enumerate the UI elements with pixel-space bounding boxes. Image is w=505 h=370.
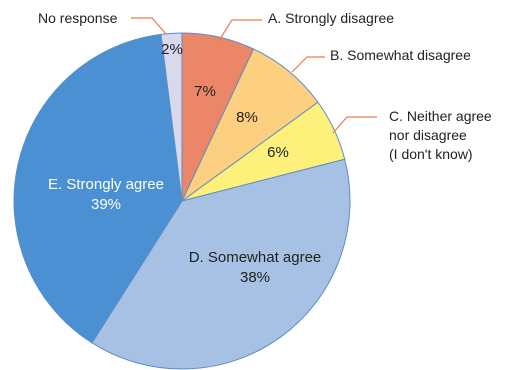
leader-line-c-neither-agree-nor-disagree-i-don-t-know: [332, 116, 377, 134]
pie-slice-no-response: [160, 32, 183, 202]
slice-label-d-somewhat-agree: D. Somewhat agree: [189, 249, 322, 266]
slice-value-a-strongly-disagree: 7%: [194, 83, 216, 100]
slice-labels: 7% A. Strongly disagree 8% B. Somewhat disa…: [38, 10, 492, 286]
leader-line-b-somewhat-disagree: [291, 56, 325, 73]
slice-label-b-somewhat-disagree: B. Somewhat disagree: [330, 47, 471, 63]
slice-value-no-response: 2%: [161, 41, 183, 58]
slice-label-no-response: No response: [38, 10, 118, 26]
slice-value-d-somewhat-agree: 38%: [240, 269, 270, 286]
leader-line-no-response: [131, 17, 167, 35]
slice-value-b-somewhat-disagree: 8%: [236, 109, 258, 126]
pie-slice-e-strongly-agree: [13, 33, 183, 344]
slice-value-e-strongly-agree: 39%: [91, 196, 121, 213]
slice-label-e-strongly-agree: E. Strongly agree: [48, 176, 164, 193]
leader-line-a-strongly-disagree: [217, 19, 262, 43]
leader-lines: [131, 17, 377, 134]
slice-value-c-neither-agree-nor-disagree-i-don-t-know: 6%: [267, 144, 289, 161]
pie-slices: [13, 32, 351, 370]
pie-slice-d-somewhat-agree: [91, 158, 351, 370]
slice-label-c-neither-agree-nor-disagree-i-don-t-know: C. Neither agree nor disagree (I don't kno…: [389, 108, 492, 162]
slice-label-a-strongly-disagree: A. Strongly disagree: [268, 10, 394, 26]
